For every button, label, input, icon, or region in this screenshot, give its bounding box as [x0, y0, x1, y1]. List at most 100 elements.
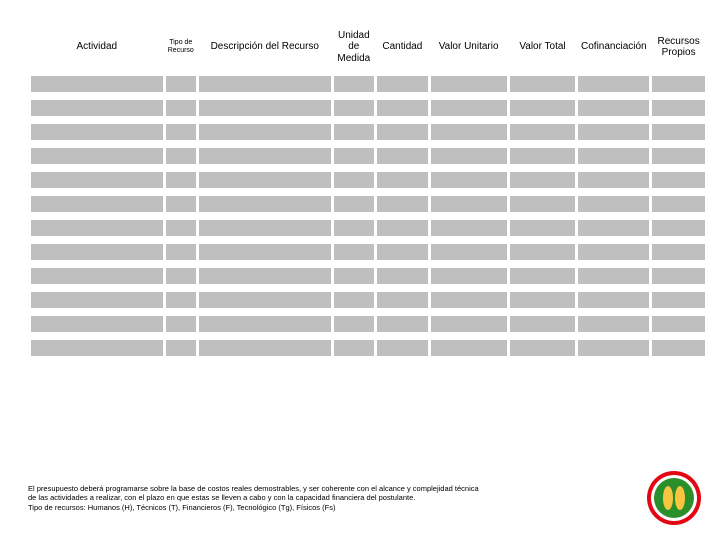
cell[interactable] [652, 268, 705, 284]
cell[interactable] [334, 220, 374, 236]
cell[interactable] [31, 316, 163, 332]
cell[interactable] [31, 340, 163, 356]
cell[interactable] [31, 100, 163, 116]
cell[interactable] [578, 340, 649, 356]
cell[interactable] [199, 172, 331, 188]
cell[interactable] [31, 76, 163, 92]
cell[interactable] [652, 196, 705, 212]
cell[interactable] [431, 100, 507, 116]
cell[interactable] [510, 292, 576, 308]
cell[interactable] [166, 196, 196, 212]
cell[interactable] [652, 100, 705, 116]
cell[interactable] [431, 244, 507, 260]
cell[interactable] [578, 76, 649, 92]
cell[interactable] [199, 292, 331, 308]
cell[interactable] [431, 172, 507, 188]
cell[interactable] [578, 124, 649, 140]
cell[interactable] [431, 148, 507, 164]
cell[interactable] [377, 292, 428, 308]
cell[interactable] [652, 316, 705, 332]
cell[interactable] [652, 244, 705, 260]
cell[interactable] [510, 172, 576, 188]
cell[interactable] [334, 124, 374, 140]
cell[interactable] [334, 340, 374, 356]
cell[interactable] [431, 220, 507, 236]
cell[interactable] [510, 244, 576, 260]
cell[interactable] [431, 76, 507, 92]
cell[interactable] [578, 196, 649, 212]
cell[interactable] [199, 100, 331, 116]
cell[interactable] [334, 76, 374, 92]
cell[interactable] [652, 76, 705, 92]
cell[interactable] [377, 340, 428, 356]
cell[interactable] [510, 316, 576, 332]
cell[interactable] [652, 148, 705, 164]
cell[interactable] [199, 268, 331, 284]
cell[interactable] [166, 100, 196, 116]
cell[interactable] [31, 172, 163, 188]
cell[interactable] [510, 76, 576, 92]
cell[interactable] [199, 148, 331, 164]
cell[interactable] [199, 124, 331, 140]
cell[interactable] [166, 124, 196, 140]
cell[interactable] [510, 220, 576, 236]
cell[interactable] [166, 172, 196, 188]
cell[interactable] [431, 292, 507, 308]
cell[interactable] [510, 124, 576, 140]
cell[interactable] [431, 340, 507, 356]
cell[interactable] [166, 220, 196, 236]
cell[interactable] [431, 316, 507, 332]
cell[interactable] [377, 76, 428, 92]
cell[interactable] [334, 292, 374, 308]
cell[interactable] [510, 148, 576, 164]
cell[interactable] [31, 268, 163, 284]
cell[interactable] [377, 316, 428, 332]
cell[interactable] [377, 268, 428, 284]
cell[interactable] [652, 124, 705, 140]
cell[interactable] [334, 172, 374, 188]
cell[interactable] [166, 268, 196, 284]
cell[interactable] [578, 244, 649, 260]
cell[interactable] [652, 172, 705, 188]
cell[interactable] [510, 268, 576, 284]
cell[interactable] [334, 316, 374, 332]
cell[interactable] [578, 172, 649, 188]
cell[interactable] [578, 316, 649, 332]
cell[interactable] [199, 220, 331, 236]
cell[interactable] [334, 268, 374, 284]
cell[interactable] [652, 292, 705, 308]
cell[interactable] [377, 100, 428, 116]
cell[interactable] [199, 340, 331, 356]
cell[interactable] [31, 196, 163, 212]
cell[interactable] [377, 244, 428, 260]
cell[interactable] [652, 340, 705, 356]
cell[interactable] [377, 172, 428, 188]
cell[interactable] [334, 100, 374, 116]
cell[interactable] [31, 148, 163, 164]
cell[interactable] [31, 292, 163, 308]
cell[interactable] [199, 316, 331, 332]
cell[interactable] [431, 196, 507, 212]
cell[interactable] [166, 292, 196, 308]
cell[interactable] [334, 244, 374, 260]
cell[interactable] [431, 268, 507, 284]
cell[interactable] [652, 220, 705, 236]
cell[interactable] [31, 244, 163, 260]
cell[interactable] [377, 148, 428, 164]
cell[interactable] [377, 196, 428, 212]
cell[interactable] [166, 244, 196, 260]
cell[interactable] [166, 316, 196, 332]
cell[interactable] [199, 196, 331, 212]
cell[interactable] [199, 244, 331, 260]
cell[interactable] [578, 220, 649, 236]
cell[interactable] [510, 196, 576, 212]
cell[interactable] [578, 100, 649, 116]
cell[interactable] [166, 148, 196, 164]
cell[interactable] [510, 340, 576, 356]
cell[interactable] [377, 124, 428, 140]
cell[interactable] [578, 268, 649, 284]
cell[interactable] [166, 340, 196, 356]
cell[interactable] [31, 124, 163, 140]
cell[interactable] [166, 76, 196, 92]
cell[interactable] [431, 124, 507, 140]
